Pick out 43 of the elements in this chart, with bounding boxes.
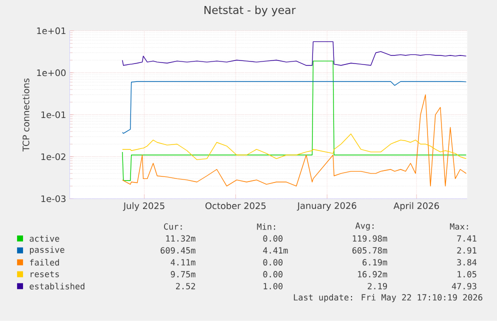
text: 0.00 xyxy=(263,271,282,278)
text: 119.98m xyxy=(352,235,388,242)
text: 0.00 xyxy=(263,259,282,266)
y-tick-label: 1e-02 xyxy=(41,153,66,160)
text: 2.19 xyxy=(368,283,387,290)
legend-label: failed xyxy=(30,259,59,266)
text: Min: xyxy=(257,223,276,230)
x-tick-label: October 2025 xyxy=(205,202,266,210)
text: 609.45m xyxy=(160,247,196,254)
text: 2.52 xyxy=(176,283,196,290)
text: Avg: xyxy=(355,222,374,231)
y-tick-label: 1e-03 xyxy=(41,195,66,202)
text: Max: xyxy=(450,223,468,230)
text: 1.05 xyxy=(458,271,476,278)
y-tick-label: 1e+01 xyxy=(37,27,66,34)
x-tick-label: January 2026 xyxy=(296,202,356,211)
legend-label: established xyxy=(30,282,84,290)
text: 9.75m xyxy=(170,271,196,278)
line-series xyxy=(122,41,467,66)
text: Last update: Fri May 22 17:10:19 2026 xyxy=(294,294,482,302)
y-tick-label: 1e-01 xyxy=(41,111,66,118)
y-axis-title: TCP connections xyxy=(22,78,30,152)
text: 2.91 xyxy=(457,247,476,254)
text: 7.41 xyxy=(457,235,476,242)
legend-label: passive xyxy=(30,246,64,255)
text: 6.19m xyxy=(362,259,388,266)
text: 605.78m xyxy=(352,247,388,254)
legend-label: active xyxy=(30,235,60,242)
chart-title: Netstat - by year xyxy=(204,6,296,16)
text: 4.41m xyxy=(263,247,288,254)
y-tick-label: 1e+00 xyxy=(37,69,66,76)
text: 0.00 xyxy=(263,235,282,242)
text: 1.00 xyxy=(264,283,282,290)
text: 4.11m xyxy=(170,259,196,266)
text: 11.32m xyxy=(166,235,196,242)
text: 47.93 xyxy=(452,283,476,290)
legend-label: resets xyxy=(30,271,59,278)
line-series xyxy=(122,94,467,186)
x-tick-label: April 2026 xyxy=(394,202,439,211)
x-tick-label: July 2025 xyxy=(122,202,164,211)
text: Cur: xyxy=(164,223,182,230)
text: 16.92m xyxy=(358,271,388,278)
text: 3.84 xyxy=(457,259,477,266)
